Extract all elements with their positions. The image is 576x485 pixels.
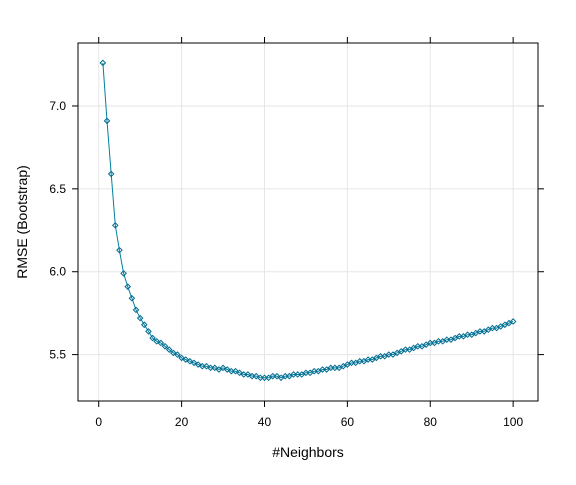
data-point-marker xyxy=(153,338,161,345)
x-tick-label: 40 xyxy=(258,415,272,429)
plot-frame xyxy=(77,42,539,402)
x-tick-label: 20 xyxy=(175,415,189,429)
data-point-marker xyxy=(136,314,144,322)
data-point-marker xyxy=(99,59,107,67)
data-point-marker xyxy=(178,354,185,362)
data-point-marker xyxy=(128,294,136,302)
data-point-marker xyxy=(182,356,190,363)
data-point-marker xyxy=(219,364,227,372)
data-point-marker xyxy=(232,367,239,375)
data-point-marker xyxy=(509,318,517,325)
x-tick-label: 60 xyxy=(341,415,355,429)
data-point-marker xyxy=(161,342,169,350)
y-tick-label: 6.5 xyxy=(49,182,66,196)
data-point-marker xyxy=(203,362,210,370)
series-line xyxy=(102,62,514,379)
grid-layer xyxy=(78,43,538,401)
x-tick-label: 100 xyxy=(503,415,523,429)
x-tick-label: 0 xyxy=(95,415,102,429)
data-point-marker xyxy=(149,334,156,342)
data-point-marker xyxy=(244,371,252,378)
data-point-marker xyxy=(194,361,202,368)
data-point-marker xyxy=(236,369,243,377)
data-point-marker xyxy=(140,321,148,329)
data-point-marker xyxy=(165,346,173,353)
y-tick-label: 7.0 xyxy=(49,99,66,113)
y-axis-title: RMSE (Bootstrap) xyxy=(14,165,30,279)
x-axis-title: #Neighbors xyxy=(272,444,344,460)
data-point-marker xyxy=(273,372,281,380)
data-point-marker xyxy=(132,306,140,314)
data-point-marker xyxy=(186,357,194,365)
data-point-marker xyxy=(174,351,181,358)
y-tick-label: 5.5 xyxy=(49,348,66,362)
y-tick-label: 6.0 xyxy=(49,265,66,279)
data-point-marker xyxy=(116,246,123,254)
data-point-marker xyxy=(211,364,219,372)
data-point-marker xyxy=(107,170,115,178)
data-point-marker xyxy=(111,222,119,229)
x-tick-label: 80 xyxy=(424,415,438,429)
data-point-marker xyxy=(124,283,132,290)
data-point-marker xyxy=(120,270,127,277)
data-point-marker xyxy=(223,366,231,373)
marker-layer xyxy=(99,59,517,382)
data-point-marker xyxy=(103,117,111,125)
data-point-marker xyxy=(145,328,152,335)
tick-layer: 0 20 40 60 80 100 5.5 6.0 6.5 7.0 xyxy=(49,37,544,429)
data-point-marker xyxy=(157,339,165,347)
data-point-marker xyxy=(190,359,198,367)
data-point-marker xyxy=(252,372,260,380)
data-point-marker xyxy=(170,349,177,357)
